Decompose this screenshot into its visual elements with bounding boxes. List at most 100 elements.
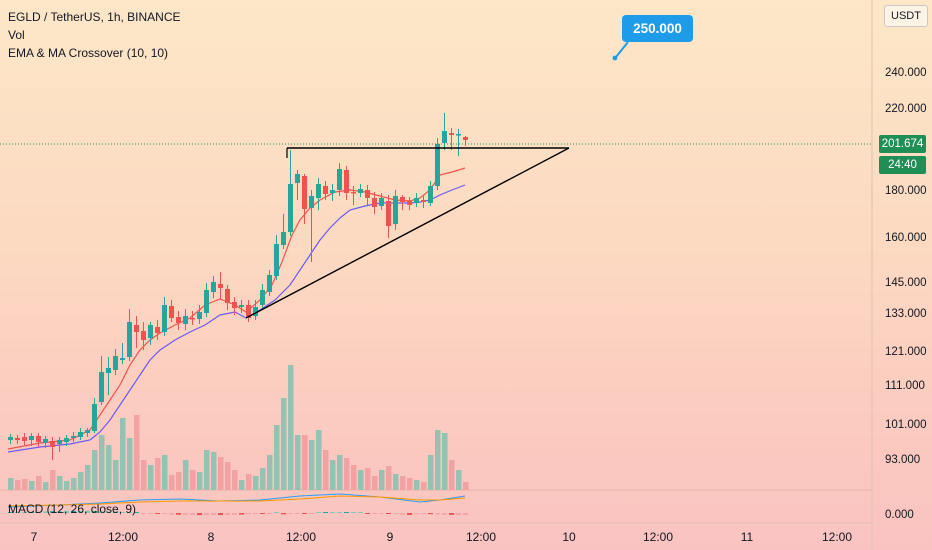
volume-bar: [43, 482, 49, 490]
candle: [148, 322, 153, 345]
target-price-callout[interactable]: 250.000: [622, 15, 693, 42]
volume-bar: [183, 460, 189, 490]
price-label-180: 180.000: [885, 185, 927, 197]
volume-bar: [78, 472, 84, 490]
volume-bar: [162, 455, 168, 490]
macd-histogram-bar: [358, 512, 363, 513]
volume-bar: [316, 430, 322, 490]
volume-bar: [330, 460, 336, 490]
candle: [372, 192, 377, 214]
volume-bar: [309, 440, 315, 490]
macd-histogram-bar: [155, 513, 160, 514]
macd-histogram-bar: [162, 513, 167, 515]
volume-bar: [372, 476, 378, 490]
candle: [204, 283, 209, 317]
candle: [36, 433, 41, 447]
macd-histogram-bar: [148, 513, 153, 514]
volume-bar: [29, 481, 35, 490]
candle: [120, 343, 125, 364]
volume-bar: [225, 462, 231, 490]
volume-bar: [365, 468, 371, 490]
candle: [323, 181, 328, 200]
candle: [253, 300, 258, 320]
volume-bar: [134, 415, 140, 490]
price-axis[interactable]: 240.000 220.000 180.000 160.000 145.000 …: [885, 67, 927, 521]
macd-histogram-bar: [442, 513, 447, 515]
candle: [239, 300, 244, 313]
volume-bar: [50, 470, 56, 490]
candle: [8, 434, 13, 444]
time-axis[interactable]: 7 12:00 8 12:00 9 12:00 10 12:00 11 12:0…: [31, 530, 853, 544]
volume-bar: [267, 455, 273, 490]
time-label-10: 10: [562, 530, 576, 544]
candle: [218, 272, 223, 300]
candle: [428, 181, 433, 206]
volume-bar: [218, 457, 224, 490]
macd-histogram-bar: [232, 513, 237, 515]
macd-pane: [7, 493, 468, 516]
candle: [260, 284, 265, 308]
candle: [22, 433, 27, 445]
time-label-1200-d: 12:00: [643, 530, 673, 544]
macd-histogram-bar: [323, 512, 328, 513]
last-price-tag: 201.674: [879, 135, 926, 153]
macd-histogram-bar: [92, 510, 97, 513]
macd-histogram-bar: [246, 513, 251, 515]
price-label-160: 160.000: [885, 232, 927, 244]
macd-histogram-bar: [400, 513, 405, 515]
macd-line: [7, 493, 466, 508]
macd-histogram-bar: [386, 513, 391, 514]
macd-histogram-bar: [379, 513, 384, 514]
macd-histogram-bar: [85, 510, 90, 513]
volume-bar: [400, 476, 406, 490]
price-label-145: 145.000: [885, 277, 927, 289]
volume-bar: [274, 425, 280, 490]
ema-ma-legend[interactable]: EMA & MA Crossover (10, 10): [8, 46, 169, 60]
volume-bar: [288, 365, 294, 490]
currency-button[interactable]: USDT: [884, 5, 928, 27]
time-label-1200-a: 12:00: [108, 530, 138, 544]
macd-histogram-bar: [344, 512, 349, 513]
candle: [99, 356, 104, 405]
macd-histogram-bar: [337, 512, 342, 513]
candle: [246, 300, 251, 322]
candle: [344, 166, 349, 200]
volume-legend[interactable]: Vol: [8, 28, 25, 42]
volume-bar: [197, 472, 203, 490]
macd-histogram-bar: [463, 513, 468, 516]
volume-bars: [8, 365, 469, 490]
macd-histogram-bar: [414, 513, 419, 514]
macd-legend[interactable]: MACD (12, 26, close, 9): [8, 502, 137, 516]
macd-histogram-bar: [428, 513, 433, 515]
candle: [358, 184, 363, 197]
macd-histogram-bar: [22, 512, 27, 513]
candle: [78, 428, 83, 440]
volume-bar: [253, 476, 259, 490]
volume-bar: [36, 476, 42, 490]
candle: [421, 196, 426, 208]
volume-bar: [246, 474, 252, 490]
volume-bar: [169, 475, 175, 490]
macd-histogram-bar: [57, 510, 62, 513]
time-label-9: 9: [387, 530, 394, 544]
candle: [267, 270, 272, 296]
volume-bar: [260, 468, 266, 490]
macd-histogram-bar: [176, 513, 181, 515]
volume-bar: [449, 460, 455, 490]
price-label-121: 121.000: [885, 346, 927, 358]
candle: [449, 128, 454, 150]
ascending-trendline[interactable]: [245, 147, 570, 319]
macd-histogram-bar: [288, 513, 293, 514]
macd-histogram-bar: [190, 513, 195, 516]
volume-bar: [113, 460, 119, 490]
candle: [85, 428, 90, 437]
candle: [190, 311, 195, 325]
macd-histogram-bar: [302, 513, 307, 514]
volume-bar: [64, 481, 70, 490]
symbol-title[interactable]: EGLD / TetherUS, 1h, BINANCE: [8, 10, 181, 24]
macd-histogram-bar: [120, 511, 125, 513]
candle: [155, 320, 160, 340]
candle: [225, 285, 230, 310]
